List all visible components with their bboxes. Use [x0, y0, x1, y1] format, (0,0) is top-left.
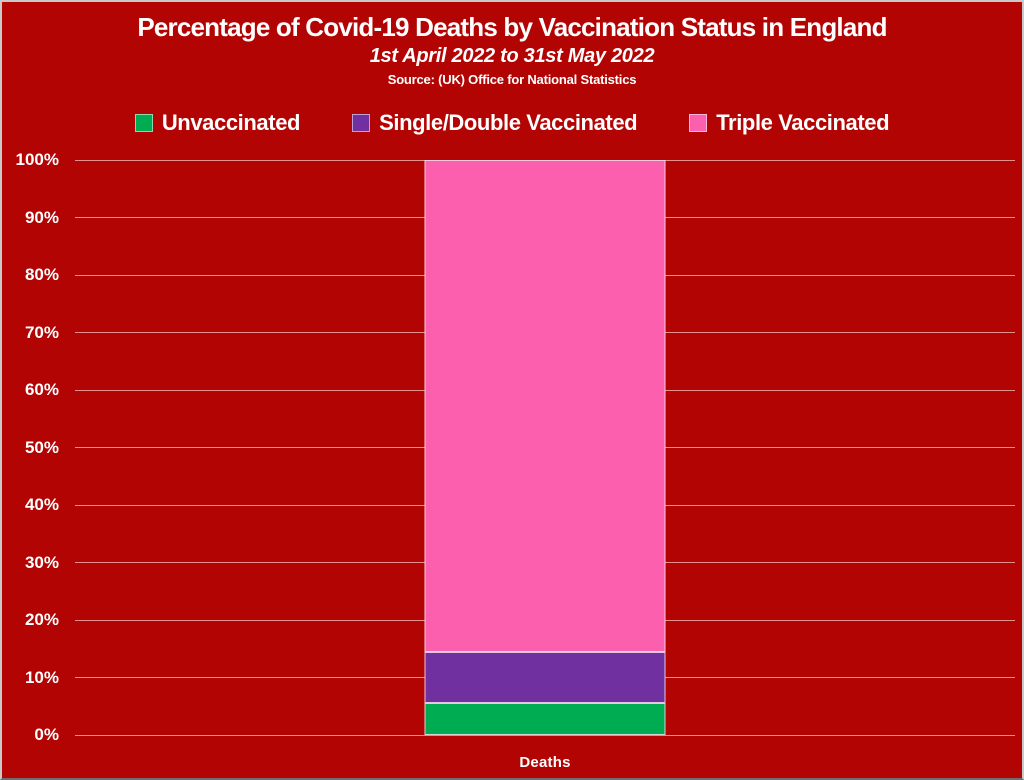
y-tick-label-100: 100%	[15, 150, 59, 169]
legend-item-triple-vaccinated: Triple Vaccinated	[689, 110, 890, 136]
y-tick-label-60: 60%	[24, 380, 59, 399]
gridline-100	[75, 159, 1015, 161]
y-tick-label-90: 90%	[24, 207, 59, 227]
gridline-0	[75, 734, 1015, 736]
stacked-bar	[424, 160, 666, 735]
bar-segment-unvaccinated	[424, 702, 666, 735]
legend-label-unvaccinated: Unvaccinated	[161, 110, 301, 135]
y-tick-label-50: 50%	[24, 437, 59, 457]
chart-legend: Unvaccinated Single/Double Vaccinated Tr…	[2, 106, 1022, 140]
y-tick-label-0: 0%	[34, 725, 59, 744]
legend-swatch-triple-vaccinated-icon	[689, 114, 708, 132]
y-tick-label-80: 80%	[24, 265, 59, 284]
legend-label-triple-vaccinated: Triple Vaccinated	[716, 110, 890, 135]
y-tick-label-30: 30%	[24, 552, 59, 572]
chart-title: Percentage of Covid-19 Deaths by Vaccina…	[137, 12, 887, 42]
bar-segment-triple-vaccinated	[424, 160, 666, 652]
chart-source: Source: (UK) Office for National Statist…	[387, 71, 637, 87]
y-tick-label-10: 10%	[24, 667, 59, 687]
plot-area: 0% 10% 20% 30% 40% 50% 60% 70% 80% 90% 100% Deaths	[16, 150, 1015, 771]
y-tick-label-40: 40%	[24, 495, 59, 514]
legend-label-single-double-vaccinated: Single/Double Vaccinated	[379, 110, 638, 135]
legend-swatch-single-double-vaccinated-icon	[352, 114, 371, 132]
chart-subtitle: 1st April 2022 to 31st May 2022	[369, 44, 655, 67]
legend-item-unvaccinated: Unvaccinated	[134, 110, 301, 136]
bar-segment-single-double-vaccinated	[424, 651, 666, 703]
legend-item-single-double-vaccinated: Single/Double Vaccinated	[352, 110, 638, 136]
x-axis-category-label: Deaths	[519, 754, 571, 771]
chart-header: Percentage of Covid-19 Deaths by Vaccina…	[2, 2, 1022, 87]
legend-swatch-unvaccinated-icon	[134, 114, 153, 132]
y-tick-label-70: 70%	[24, 322, 59, 342]
y-tick-label-20: 20%	[24, 610, 59, 629]
